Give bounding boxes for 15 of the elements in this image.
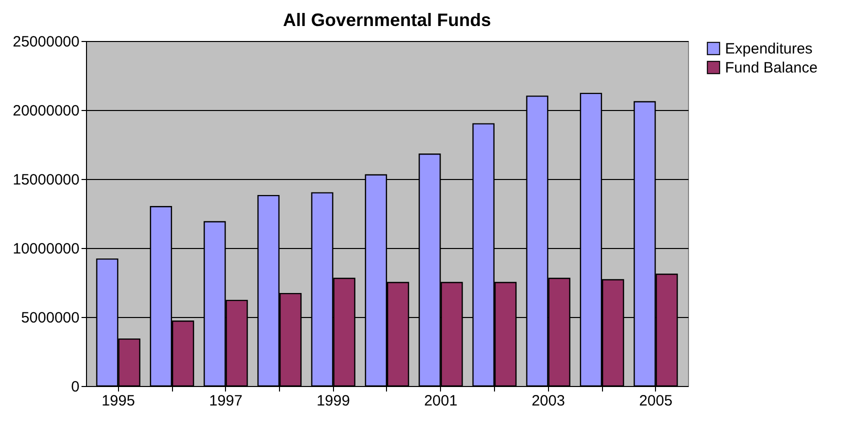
x-tick-label: 2003 [532, 392, 565, 410]
y-tick-label: 5000000 [21, 310, 80, 326]
legend-label: Fund Balance [725, 60, 818, 76]
chart-title: All Governmental Funds [282, 10, 492, 30]
y-tick-label: 10000000 [12, 240, 80, 258]
y-tick-label: 0 [71, 378, 80, 396]
y-tick-label: 20000000 [12, 102, 80, 120]
x-tick-label: 2005 [639, 392, 672, 410]
x-tick-label: 1997 [209, 392, 242, 410]
y-tick-label: 15000000 [12, 172, 80, 188]
x-tick-label: 1999 [316, 392, 350, 410]
legend-label: Expenditures [725, 40, 813, 58]
x-tick-label: 2001 [424, 392, 458, 410]
y-tick-label: 25000000 [12, 34, 80, 50]
x-tick-label: 1995 [102, 392, 135, 410]
